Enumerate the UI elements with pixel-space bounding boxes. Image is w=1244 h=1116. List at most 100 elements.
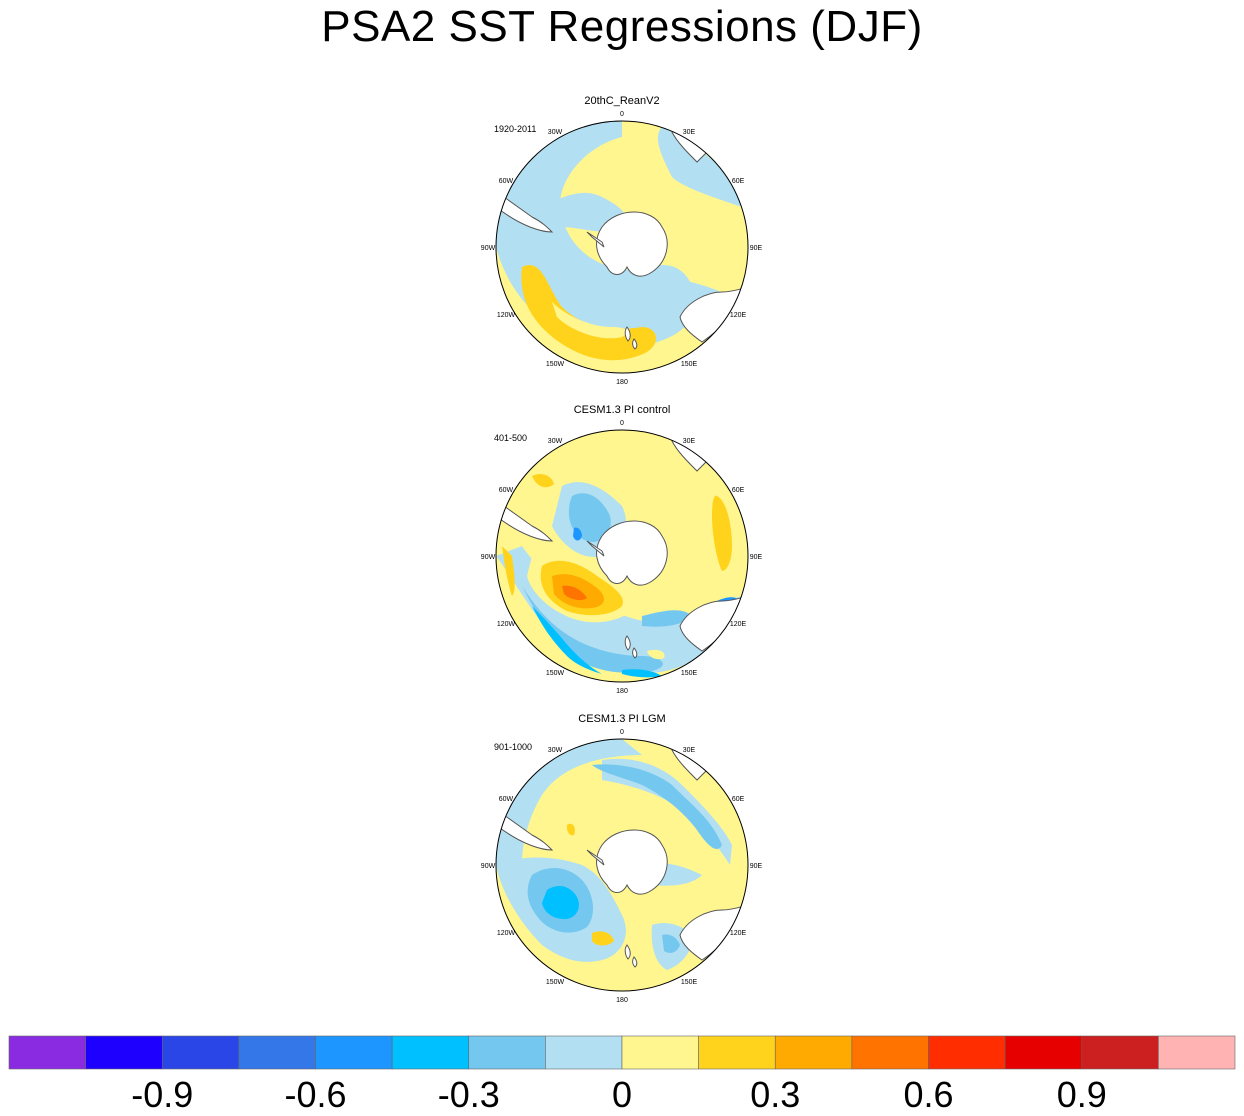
contour-region [532, 473, 554, 488]
longitude-label: 150E [681, 979, 698, 986]
map-panel: CESM1.3 PI LGM 901-1000 0 30E 60E 90E 120E 150E… [481, 713, 763, 1004]
contour-region [657, 127, 742, 207]
land-mass [586, 540, 605, 557]
contour-region [573, 527, 582, 541]
longitude-label: 150E [681, 361, 698, 368]
land-mass [596, 829, 668, 895]
longitude-label: 90W [481, 245, 496, 252]
colorbar-swatch [698, 1035, 776, 1070]
contour-region [592, 931, 614, 946]
contour-region [592, 764, 722, 850]
land-mass [586, 231, 605, 248]
map-boundary [495, 429, 749, 683]
colorbar-swatch [621, 1035, 699, 1070]
contour-region [566, 823, 575, 836]
colorbar-swatch [161, 1035, 240, 1070]
longitude-label: 60W [499, 796, 514, 803]
longitude-label: 0 [620, 111, 624, 118]
panel-period: 901-1000 [494, 742, 532, 752]
colorbar-swatch [545, 1035, 623, 1070]
longitude-label: 30E [683, 129, 696, 136]
longitude-label: 90E [750, 245, 763, 252]
contour-region [622, 669, 662, 678]
longitude-label: 60W [499, 178, 514, 185]
longitude-label: 120W [497, 621, 516, 628]
contour-region [552, 257, 656, 323]
longitude-label: 30W [548, 747, 563, 754]
longitude-label: 0 [620, 729, 624, 736]
colorbar-swatch [8, 1035, 86, 1070]
contour-region [552, 302, 628, 339]
land-mass [624, 635, 631, 651]
contour-region [502, 546, 515, 596]
land-mass [632, 956, 638, 968]
contour-region [642, 610, 692, 627]
land-mass [632, 647, 638, 659]
longitude-label: 60E [732, 487, 745, 494]
colorbar-tick-label: 0.9 [1057, 1074, 1107, 1115]
land-mass [632, 338, 638, 350]
longitude-label: 60E [732, 178, 745, 185]
longitude-label: 150W [546, 670, 565, 677]
colorbar-swatch [238, 1035, 316, 1070]
longitude-label: 30W [548, 129, 563, 136]
longitude-label: 150W [546, 361, 565, 368]
panel-period: 1920-2011 [494, 124, 536, 134]
land-mass [596, 211, 668, 277]
contour-region [712, 495, 732, 571]
longitude-label: 150W [546, 979, 565, 986]
map-boundary [495, 120, 749, 374]
contour-region [542, 885, 579, 920]
contour-region [602, 758, 732, 865]
colorbar-tick-label: 0.6 [903, 1074, 953, 1115]
colorbar-swatch [315, 1035, 393, 1070]
longitude-label: 0 [620, 420, 624, 427]
longitude-label: 90W [481, 863, 496, 870]
land-mass [596, 520, 668, 586]
colorbar-tick-label: -0.3 [438, 1074, 500, 1115]
panel-title: 20thC_ReanV2 [584, 95, 659, 107]
colorbar-swatch [774, 1035, 853, 1070]
land-mass [586, 849, 605, 866]
longitude-label: 120E [730, 312, 747, 319]
colorbar-swatch [851, 1035, 929, 1070]
longitude-label: 180 [616, 997, 628, 1004]
colorbar-tick-label: 0.3 [750, 1074, 800, 1115]
colorbar-swatch [1081, 1035, 1159, 1070]
land-mass [624, 944, 631, 960]
figure-title: PSA2 SST Regressions (DJF) [321, 2, 923, 51]
panel-title: CESM1.3 PI LGM [578, 713, 665, 725]
colorbar-tick-label: -0.6 [284, 1074, 346, 1115]
colorbar-swatch [391, 1035, 470, 1070]
contour-region [496, 739, 642, 865]
longitude-label: 120W [497, 930, 516, 937]
longitude-label: 90E [750, 554, 763, 561]
longitude-label: 120E [730, 621, 747, 628]
colorbar-swatch [1158, 1035, 1236, 1070]
land-mass [624, 326, 631, 342]
colorbar-swatch [928, 1035, 1006, 1070]
longitude-label: 120E [730, 930, 747, 937]
colorbar-tick-label: 0 [612, 1074, 632, 1115]
longitude-label: 60E [732, 796, 745, 803]
contour-region [496, 546, 742, 674]
longitude-label: 90W [481, 554, 496, 561]
map-panel: 20thC_ReanV2 1920-2011 0 30E 60E 90E 120E 150E 1… [481, 95, 763, 386]
colorbar-swatch [85, 1035, 163, 1070]
longitude-label: 30E [683, 438, 696, 445]
longitude-label: 30E [683, 747, 696, 754]
longitude-label: 120W [497, 312, 516, 319]
colorbar-tick-label: -0.9 [131, 1074, 193, 1115]
contour-region [562, 585, 587, 601]
contour-region [542, 192, 626, 232]
longitude-label: 150E [681, 670, 698, 677]
contour-region [662, 934, 680, 953]
panel-period: 401-500 [494, 433, 527, 443]
colorbar-swatch [468, 1035, 546, 1070]
map-panel: CESM1.3 PI control 401-500 0 30E 60E 90E 120E 1… [481, 404, 763, 695]
longitude-label: 180 [616, 379, 628, 386]
panel-title: CESM1.3 PI control [574, 404, 671, 416]
longitude-label: 60W [499, 487, 514, 494]
